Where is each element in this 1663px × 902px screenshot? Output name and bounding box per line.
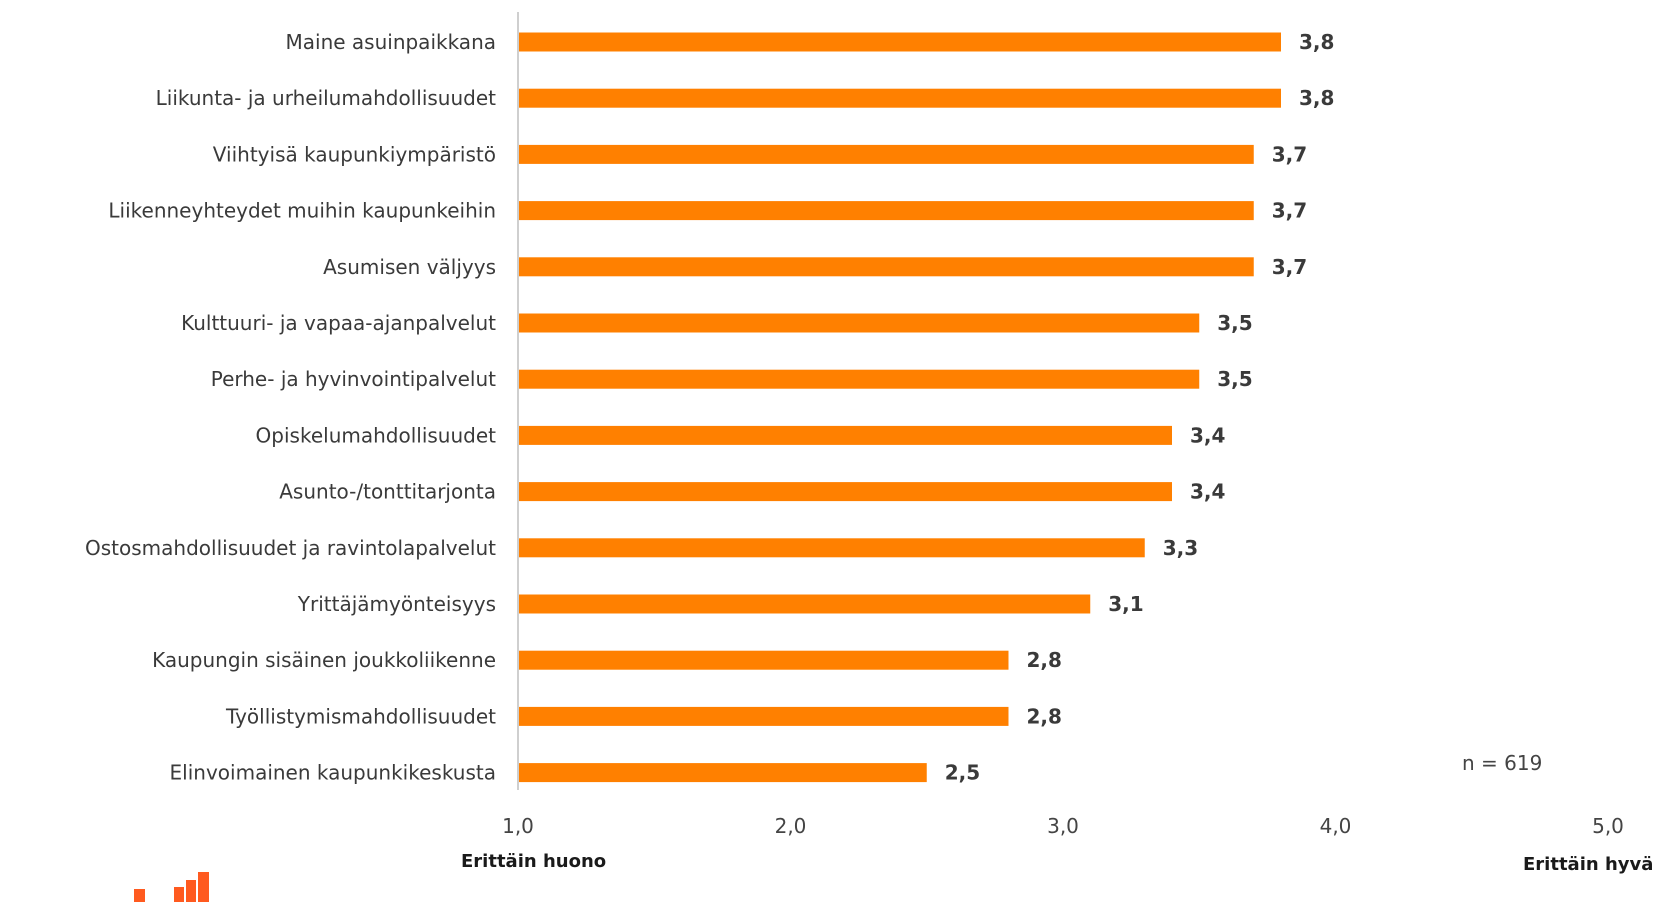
value-label: 3,5 [1217, 367, 1252, 391]
value-label: 2,8 [1027, 704, 1062, 728]
value-labels: 3,8 3,8 3,7 3,7 3,7 3,5 3,5 3,4 3,4 3,3 3,1 2,8 2,8 2… [945, 30, 1335, 785]
scale-low-label: Erittäin huono [461, 851, 606, 872]
value-label: 3,1 [1108, 592, 1143, 616]
bar [519, 201, 1254, 221]
x-tick-labels: 1,0 2,0 3,0 4,0 5,0 [502, 814, 1624, 838]
category-label: Asumisen väljyys [323, 255, 496, 279]
bar [519, 706, 1009, 726]
value-label: 3,4 [1190, 423, 1225, 447]
bar [519, 538, 1145, 558]
category-label: Liikenneyhteydet muihin kaupunkeihin [108, 199, 496, 223]
value-label: 3,7 [1272, 142, 1307, 166]
category-label: Liikunta- ja urheilumahdollisuudet [156, 86, 497, 110]
category-label: Viihtyisä kaupunkiympäristö [213, 142, 496, 166]
sample-size-note: n = 619 [1462, 751, 1542, 775]
category-label: Maine asuinpaikkana [286, 30, 497, 54]
value-label: 3,3 [1163, 536, 1198, 560]
bar [519, 369, 1200, 389]
bar [519, 650, 1009, 670]
bar-logo-icon [134, 872, 209, 902]
bar [519, 594, 1091, 614]
bar [519, 313, 1200, 333]
bar [519, 425, 1172, 445]
x-tick-label: 4,0 [1320, 814, 1352, 838]
value-label: 3,7 [1272, 199, 1307, 223]
value-label: 3,4 [1190, 480, 1225, 504]
bar [519, 88, 1281, 108]
category-label: Perhe- ja hyvinvointipalvelut [211, 367, 496, 391]
category-label: Opiskelumahdollisuudet [256, 423, 497, 447]
value-label: 2,5 [945, 761, 980, 785]
x-tick-label: 5,0 [1592, 814, 1624, 838]
category-label: Kaupungin sisäinen joukkoliikenne [152, 648, 496, 672]
x-tick-label: 3,0 [1047, 814, 1079, 838]
value-label: 3,8 [1299, 30, 1334, 54]
bar [519, 257, 1254, 277]
category-label: Yrittäjämyönteisyys [297, 592, 496, 616]
category-label: Ostosmahdollisuudet ja ravintolapalvelut [85, 536, 496, 560]
category-label: Elinvoimainen kaupunkikeskusta [170, 761, 496, 785]
category-labels: Maine asuinpaikkana Liikunta- ja urheilum… [85, 30, 496, 785]
bar [519, 144, 1254, 164]
category-label: Asunto-/tonttitarjonta [279, 480, 496, 504]
x-tick-label: 2,0 [775, 814, 807, 838]
value-label: 3,7 [1272, 255, 1307, 279]
value-label: 2,8 [1027, 648, 1062, 672]
bar [519, 482, 1172, 502]
category-label: Työllistymismahdollisuudet [225, 704, 496, 728]
category-label: Kulttuuri- ja vapaa-ajanpalvelut [181, 311, 496, 335]
x-tick-label: 1,0 [502, 814, 534, 838]
value-label: 3,5 [1217, 311, 1252, 335]
bar [519, 763, 927, 783]
bar [519, 32, 1281, 52]
scale-high-label: Erittäin hyvä [1523, 854, 1653, 875]
bars-group [519, 32, 1281, 783]
value-label: 3,8 [1299, 86, 1334, 110]
